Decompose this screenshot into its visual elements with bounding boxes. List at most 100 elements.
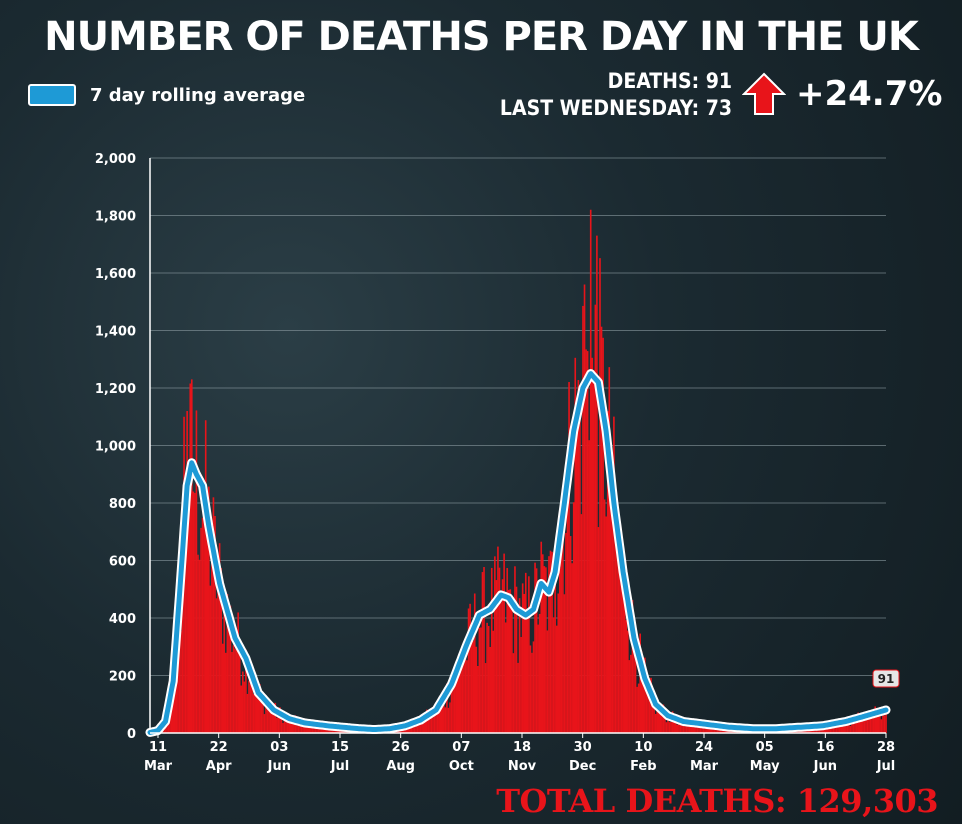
bar bbox=[572, 502, 575, 733]
bar bbox=[415, 725, 417, 733]
x-tick-day: 05 bbox=[756, 740, 774, 755]
x-tick-month: Apr bbox=[206, 759, 232, 774]
bar bbox=[679, 721, 682, 733]
bar bbox=[439, 697, 442, 733]
bar bbox=[218, 543, 221, 733]
bar bbox=[579, 390, 581, 733]
bar bbox=[464, 643, 467, 733]
legend-swatch bbox=[28, 84, 76, 106]
bar bbox=[518, 598, 521, 733]
bar bbox=[260, 693, 263, 733]
chart-title: NUMBER OF DEATHS PER DAY IN THE UK bbox=[44, 14, 919, 60]
bar bbox=[286, 719, 289, 733]
bar bbox=[192, 491, 195, 733]
legend: 7 day rolling average bbox=[28, 84, 305, 106]
bar bbox=[874, 706, 877, 733]
bar bbox=[868, 715, 870, 733]
bar bbox=[687, 723, 689, 733]
bar bbox=[535, 568, 538, 733]
bar bbox=[623, 557, 626, 733]
y-tick-label: 1,800 bbox=[95, 210, 136, 225]
bar bbox=[438, 704, 440, 733]
deaths-last-wednesday: LAST WEDNESDAY: 73 bbox=[499, 96, 732, 120]
bar bbox=[200, 527, 202, 733]
bar bbox=[497, 546, 499, 733]
bar bbox=[293, 716, 295, 733]
bar bbox=[589, 209, 592, 733]
y-tick-label: 1,400 bbox=[95, 325, 136, 340]
bar bbox=[592, 370, 595, 733]
bar bbox=[650, 677, 652, 733]
bar bbox=[235, 649, 238, 733]
bar bbox=[600, 326, 603, 733]
bar bbox=[538, 613, 541, 733]
bar bbox=[212, 497, 215, 733]
bar bbox=[243, 681, 246, 733]
bar bbox=[616, 535, 618, 733]
bar bbox=[664, 713, 666, 733]
bar bbox=[841, 724, 844, 733]
bar bbox=[619, 549, 621, 733]
bar bbox=[529, 645, 532, 733]
bar bbox=[877, 715, 880, 733]
bar bbox=[313, 724, 315, 733]
bar bbox=[622, 548, 624, 733]
bar bbox=[869, 711, 872, 733]
last-value-badge bbox=[872, 669, 900, 688]
bar bbox=[242, 671, 244, 733]
bar bbox=[466, 660, 468, 733]
bar bbox=[469, 603, 471, 733]
bar bbox=[472, 640, 475, 733]
bar bbox=[548, 556, 550, 733]
bar bbox=[424, 716, 427, 733]
bar bbox=[647, 678, 649, 733]
x-tick-day: 11 bbox=[149, 740, 167, 755]
bar bbox=[662, 704, 665, 733]
bar bbox=[673, 719, 676, 733]
bar bbox=[316, 726, 318, 733]
bar bbox=[565, 532, 567, 733]
bar bbox=[541, 554, 544, 733]
bar bbox=[254, 672, 256, 733]
bar bbox=[560, 535, 563, 733]
bar bbox=[852, 722, 855, 733]
x-tick-month: May bbox=[750, 759, 780, 774]
bar bbox=[676, 724, 679, 733]
bar bbox=[854, 714, 856, 733]
x-tick-month: Jun bbox=[813, 759, 837, 774]
bar bbox=[863, 720, 866, 733]
x-tick-day: 03 bbox=[270, 740, 288, 755]
x-tick-month: Mar bbox=[690, 759, 719, 774]
x-tick-month: Dec bbox=[569, 759, 596, 774]
bar bbox=[283, 714, 286, 733]
bar bbox=[580, 514, 583, 733]
bar bbox=[433, 715, 436, 733]
bar bbox=[596, 235, 598, 733]
bar bbox=[577, 380, 580, 733]
bar bbox=[271, 713, 274, 733]
bar bbox=[408, 726, 411, 733]
bar bbox=[555, 625, 558, 733]
bar bbox=[851, 717, 853, 733]
bar bbox=[489, 646, 492, 733]
bar bbox=[838, 726, 841, 733]
bar bbox=[879, 707, 881, 733]
bar bbox=[498, 567, 501, 733]
bar bbox=[661, 710, 663, 733]
bar bbox=[246, 693, 249, 733]
bar bbox=[597, 527, 600, 733]
bar bbox=[507, 589, 510, 733]
x-tick-month: Jun bbox=[267, 759, 291, 774]
bar bbox=[637, 683, 640, 733]
bar bbox=[296, 721, 298, 733]
bar bbox=[644, 657, 646, 733]
bar bbox=[484, 663, 487, 733]
bar bbox=[688, 725, 691, 733]
bar bbox=[537, 624, 539, 733]
bar bbox=[594, 304, 597, 733]
bar bbox=[221, 643, 224, 733]
bar bbox=[670, 722, 672, 733]
bar bbox=[172, 694, 175, 733]
bar bbox=[259, 684, 261, 733]
bar bbox=[603, 499, 606, 733]
